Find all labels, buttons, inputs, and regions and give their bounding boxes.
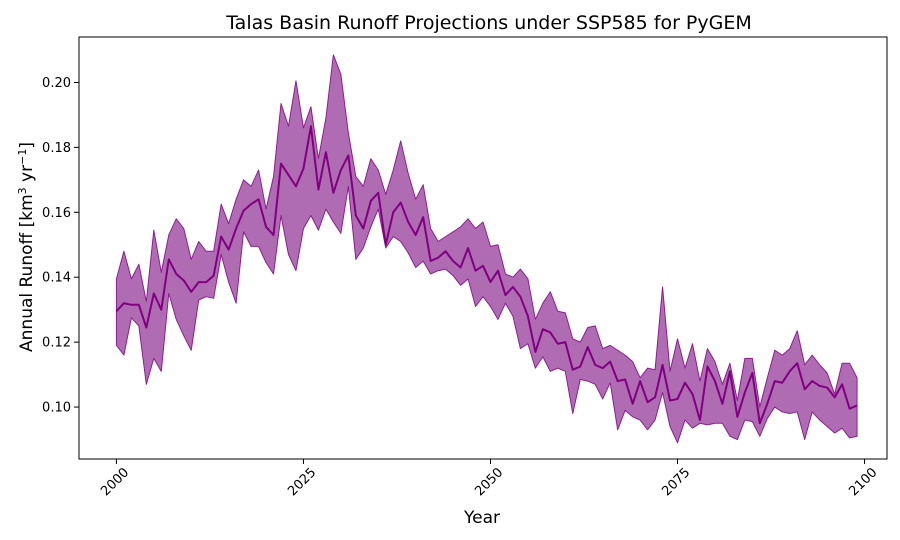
y-axis-label: Annual Runoff [km3 yr−1] bbox=[16, 142, 38, 352]
y-axis: 0.10 0.12 0.14 0.16 0.18 0.20 bbox=[42, 76, 79, 416]
x-axis-label: Year bbox=[463, 508, 500, 528]
y-tick-label: 0.20 bbox=[42, 76, 71, 91]
x-tick-label: 2050 bbox=[472, 465, 506, 499]
y-tick-label: 0.16 bbox=[42, 206, 71, 221]
runoff-range-band bbox=[115, 54, 858, 444]
chart-title: Talas Basin Runoff Projections under SSP… bbox=[225, 12, 752, 34]
y-tick-label: 0.10 bbox=[42, 401, 71, 416]
plot-area bbox=[115, 54, 858, 444]
x-axis: 2000 2025 2050 2075 2100 bbox=[98, 459, 880, 499]
x-tick-label: 2100 bbox=[846, 465, 880, 499]
x-tick-label: 2025 bbox=[285, 465, 319, 499]
y-tick-label: 0.12 bbox=[42, 336, 71, 351]
y-tick-label: 0.14 bbox=[42, 271, 71, 286]
y-tick-label: 0.18 bbox=[42, 141, 71, 156]
plot-frame bbox=[78, 36, 888, 460]
x-tick-label: 2000 bbox=[98, 465, 132, 499]
x-tick-label: 2075 bbox=[659, 465, 693, 499]
runoff-mean-line bbox=[115, 125, 858, 425]
